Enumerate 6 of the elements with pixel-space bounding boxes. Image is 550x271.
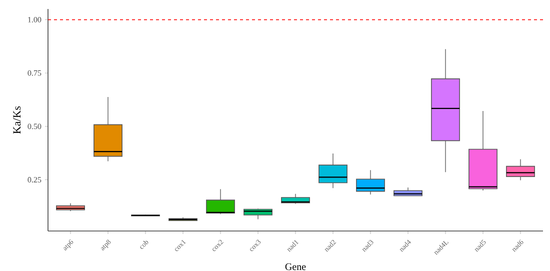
x-axis-title: Gene bbox=[285, 263, 306, 270]
y-tick-label: 0.25 bbox=[28, 177, 42, 182]
y-tick-label: 0.50 bbox=[28, 124, 42, 130]
y-tick-label: 0.75 bbox=[28, 70, 42, 76]
y-axis-title: Ka/Ks bbox=[13, 106, 21, 134]
y-tick-label: 1.00 bbox=[28, 16, 42, 22]
